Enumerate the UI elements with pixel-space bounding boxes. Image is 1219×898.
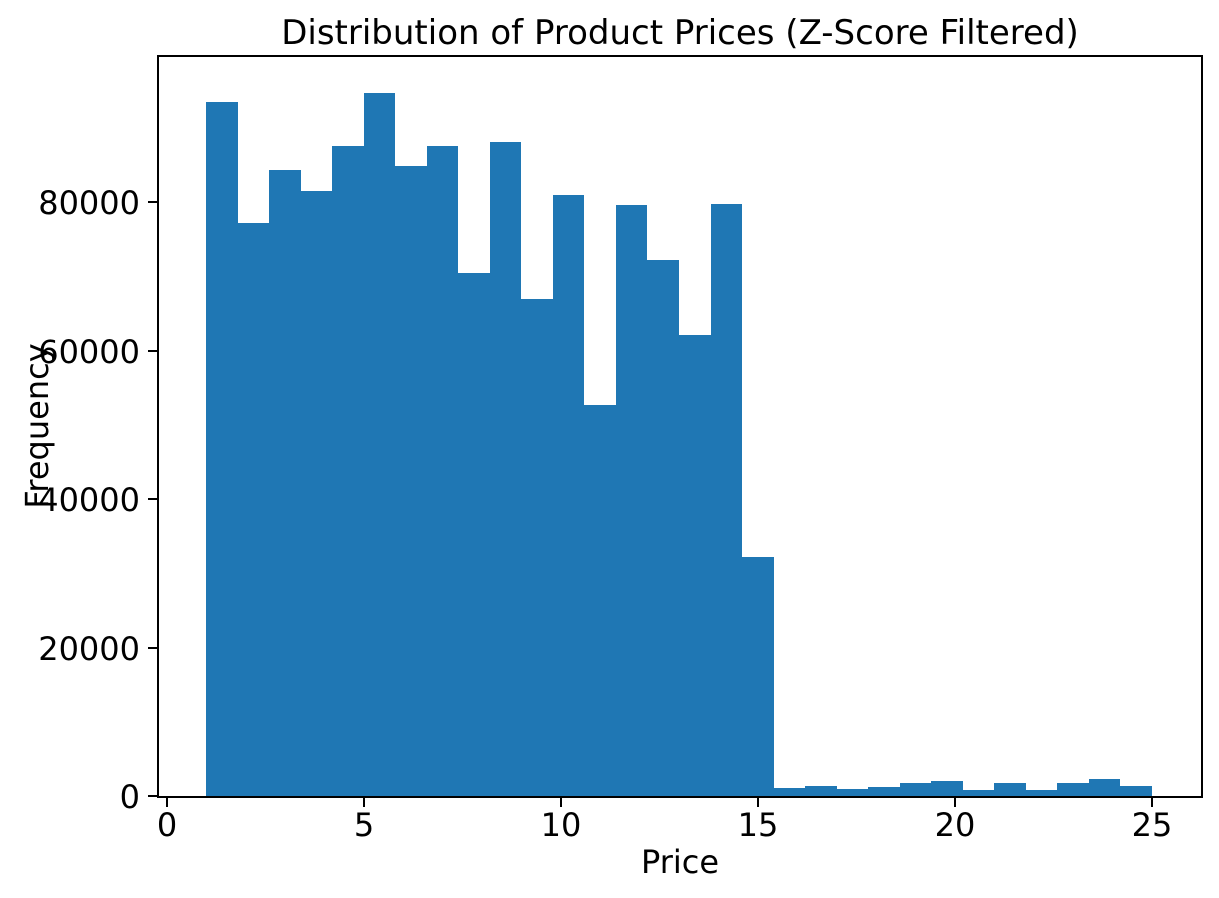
histogram-bar (1089, 779, 1120, 796)
x-tick-label: 20 (934, 806, 976, 844)
x-tick (954, 798, 956, 807)
histogram-bar (1120, 786, 1152, 796)
x-tick (1151, 798, 1153, 807)
histogram-bar (269, 170, 301, 796)
x-tick-label: 10 (540, 806, 582, 844)
x-tick-label: 0 (156, 806, 178, 844)
histogram-bar (963, 790, 994, 796)
histogram-bar (679, 335, 711, 796)
y-tick (148, 498, 157, 500)
x-axis-ticks: 0 5 10 15 20 25 (156, 798, 1201, 848)
y-tick (148, 201, 157, 203)
bars-layer (159, 57, 1201, 796)
x-tick-label: 25 (1131, 806, 1173, 844)
histogram-bar (868, 787, 900, 796)
histogram-bar (900, 783, 931, 796)
histogram-bar (994, 783, 1026, 796)
histogram-bar (490, 142, 521, 796)
histogram-bar (647, 260, 679, 796)
histogram-bar (364, 93, 395, 796)
histogram-bar (931, 781, 963, 796)
histogram-bar (238, 223, 269, 796)
y-tick (148, 795, 157, 797)
x-tick (363, 798, 365, 807)
histogram-bar (1026, 790, 1057, 796)
histogram-bar (805, 786, 837, 796)
histogram-bar (332, 146, 364, 796)
histogram-bar (395, 166, 427, 796)
histogram-bar (301, 191, 332, 796)
histogram-bar (1057, 783, 1089, 796)
y-tick-label: 0 (119, 778, 140, 816)
histogram-bar (427, 146, 458, 796)
y-axis-ticks: 0 20000 40000 60000 80000 (0, 57, 157, 813)
histogram-bar (742, 557, 774, 796)
y-tick (148, 350, 157, 352)
histogram-bar (774, 788, 805, 796)
x-tick (560, 798, 562, 807)
chart-title: Distribution of Product Prices (Z-Score … (281, 13, 1079, 53)
y-tick-label: 80000 (38, 184, 140, 222)
x-tick (166, 798, 168, 807)
x-tick (757, 798, 759, 807)
histogram-bar (521, 299, 553, 796)
histogram-bar (837, 789, 868, 796)
y-tick-label: 60000 (38, 333, 140, 371)
x-tick-label: 5 (353, 806, 375, 844)
histogram-bar (206, 102, 238, 796)
plot-area (157, 55, 1203, 798)
x-tick-label: 15 (737, 806, 779, 844)
histogram-bar (584, 405, 616, 796)
x-axis-label: Price (640, 843, 720, 881)
y-tick-label: 20000 (38, 630, 140, 668)
histogram-bar (616, 205, 647, 796)
y-tick (148, 647, 157, 649)
histogram-bar (711, 204, 742, 796)
y-tick-label: 40000 (38, 481, 140, 519)
histogram-bar (553, 195, 584, 796)
histogram-bar (458, 273, 490, 796)
